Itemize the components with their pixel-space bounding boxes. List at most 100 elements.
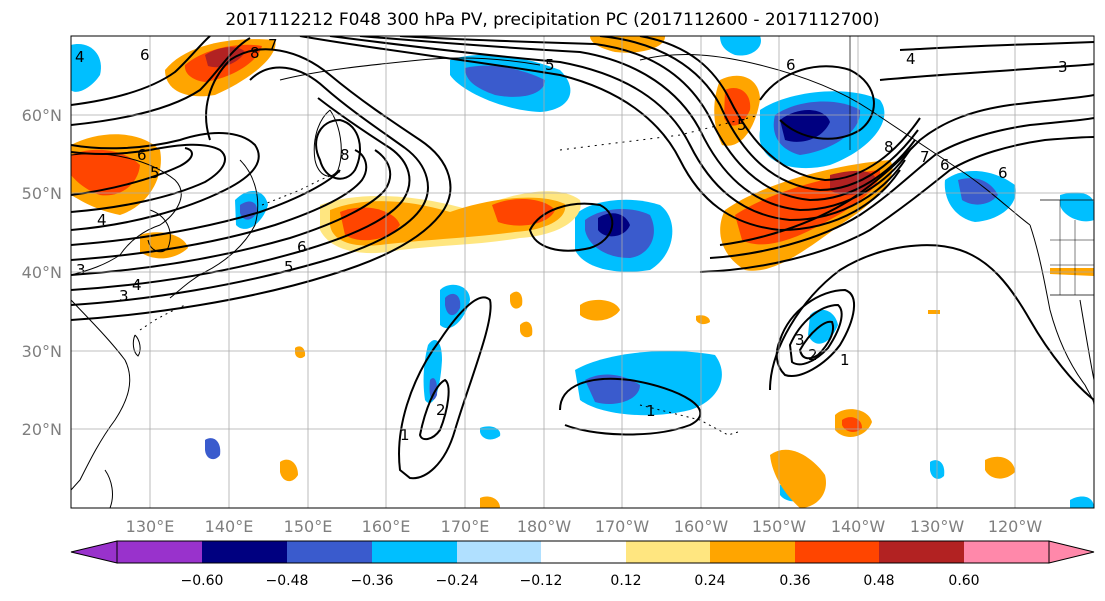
contour-pv-subtrop-2 — [418, 378, 450, 441]
contour-label: 3 — [119, 287, 129, 305]
contour-label: 4 — [132, 276, 142, 294]
siberia-coast — [279, 57, 541, 81]
contour-pv-central — [559, 377, 702, 436]
map-title: 2017112212 F048 300 hPa PV, precipitatio… — [225, 10, 880, 30]
neg-area-northeast-pacific-core — [958, 178, 998, 205]
pv-contours — [71, 36, 1094, 480]
contour-label: 5 — [545, 56, 555, 74]
lon-label: 160°E — [362, 517, 411, 536]
contour-label: 8 — [340, 146, 350, 164]
lon-label: 130°E — [126, 517, 175, 536]
contour-label: 2 — [436, 401, 446, 419]
lon-label: 170°E — [441, 517, 490, 536]
contour-pv-3 — [71, 97, 411, 291]
pos-area-spot-b — [696, 315, 710, 325]
lon-label: 160°W — [674, 517, 729, 536]
pos-area-sw-spot — [280, 459, 298, 482]
pos-area-aleutian-core — [724, 88, 751, 126]
contour-label: 5 — [150, 164, 160, 182]
lat-label: 40°N — [22, 263, 62, 282]
contour-pv-4 — [71, 149, 392, 276]
alaska-coast — [639, 54, 1031, 226]
taiwan — [132, 334, 141, 357]
contour-pv-jet-i — [699, 136, 1094, 273]
neg-area-west-hawaii — [808, 309, 838, 344]
longitude-labels: 130°E 140°E 150°E 160°E 170°E 180°W 170°… — [126, 517, 1043, 536]
contour-label: 4 — [906, 50, 916, 68]
contour-pv-east-trough — [769, 244, 1094, 401]
precip-shading — [71, 36, 1094, 508]
contour-label: 6 — [786, 56, 796, 74]
contour-pv-jet-a — [299, 36, 901, 232]
colorbar-bin — [287, 541, 372, 563]
contour-label: 8 — [250, 44, 260, 62]
latitude-labels: 60°N 50°N 40°N 30°N 20°N — [22, 106, 62, 439]
colorbar-extend-low — [70, 540, 118, 564]
contour-label: 3 — [1058, 58, 1068, 76]
contour-pv-jet-h — [709, 117, 1094, 259]
colorbar-bin — [117, 541, 202, 563]
contour-pv-jet-g — [719, 94, 1094, 246]
contour-pv-cutoff-east-3 — [798, 320, 834, 360]
japan-coast — [169, 159, 259, 299]
contour-label: 6 — [940, 156, 950, 174]
colorbar-tick-label: 0.36 — [779, 573, 810, 589]
lon-label: 120°W — [988, 517, 1043, 536]
contour-pv-jet-e — [599, 36, 919, 192]
colorbar-bin — [202, 541, 287, 563]
contour-label: 6 — [998, 164, 1008, 182]
contour-pv-5 — [71, 149, 368, 261]
contour-pv-w3 — [71, 147, 193, 196]
pos-area-spot-c — [480, 496, 500, 508]
graticule — [71, 36, 1094, 508]
neg-area-ne-bottom — [1070, 496, 1094, 508]
neg-area-north-pacific-core — [465, 65, 545, 97]
neg-area-nw-corner — [71, 44, 101, 92]
contour-pv-ne — [879, 63, 1094, 81]
colorbar-bin — [457, 541, 541, 563]
pos-area-subtrop-2 — [510, 291, 523, 309]
lon-label: 170°W — [595, 517, 650, 536]
neg-area-gulf-alaska-dark — [780, 110, 830, 142]
lat-label: 60°N — [22, 106, 62, 125]
colorbar: −0.60 −0.48 −0.36 −0.24 −0.12 0.12 0.24 … — [70, 540, 1095, 589]
neg-area-subtropical-strip-core — [429, 378, 438, 400]
kamchatka-coast — [313, 109, 342, 177]
contour-label: 5 — [284, 258, 294, 276]
contour-pv-subtrop-1 — [398, 296, 492, 480]
pos-area-far-southeast — [985, 456, 1015, 479]
lon-label: 130°W — [910, 517, 965, 536]
colorbar-tick-label: −0.36 — [351, 573, 394, 589]
colorbar-tick-label: 0.12 — [610, 573, 641, 589]
na-west-coast — [1029, 224, 1094, 406]
philippines — [104, 469, 113, 508]
lat-label: 50°N — [22, 184, 62, 203]
colorbar-bin — [372, 541, 457, 563]
korea-coast — [147, 209, 171, 253]
neg-area-subtropical-west-core — [445, 293, 461, 316]
china-coast — [71, 299, 131, 491]
contour-label: 4 — [75, 48, 85, 66]
lat-label: 20°N — [22, 420, 62, 439]
contour-label: 1 — [400, 426, 410, 444]
mexico-coast — [1079, 299, 1094, 381]
colorbar-ticks: −0.60 −0.48 −0.36 −0.24 −0.12 0.12 0.24 … — [181, 573, 980, 589]
coastlines — [71, 36, 1094, 508]
pos-area-nw-top-dark — [205, 47, 245, 68]
colorbar-bin — [879, 541, 964, 563]
colorbar-tick-label: −0.12 — [520, 573, 563, 589]
contour-pv-jet-c — [359, 36, 911, 212]
contour-label: 3 — [795, 331, 805, 349]
contour-label: 3 — [76, 261, 86, 279]
contour-pv-jet-b — [329, 36, 906, 222]
pos-area-subtrop-1 — [580, 299, 620, 321]
contour-pv-cutoff-east-2 — [788, 303, 843, 366]
pos-area-north-top — [590, 36, 666, 53]
contour-pv-cutoff-east-1 — [775, 288, 856, 377]
contour-label: 6 — [297, 238, 307, 256]
contour-pv-ridge — [759, 65, 875, 140]
neg-area-sw-spot — [205, 438, 221, 460]
lon-label: 140°W — [831, 517, 886, 536]
contour-pv-1 — [71, 48, 452, 321]
pos-area-spot-a — [295, 346, 306, 359]
